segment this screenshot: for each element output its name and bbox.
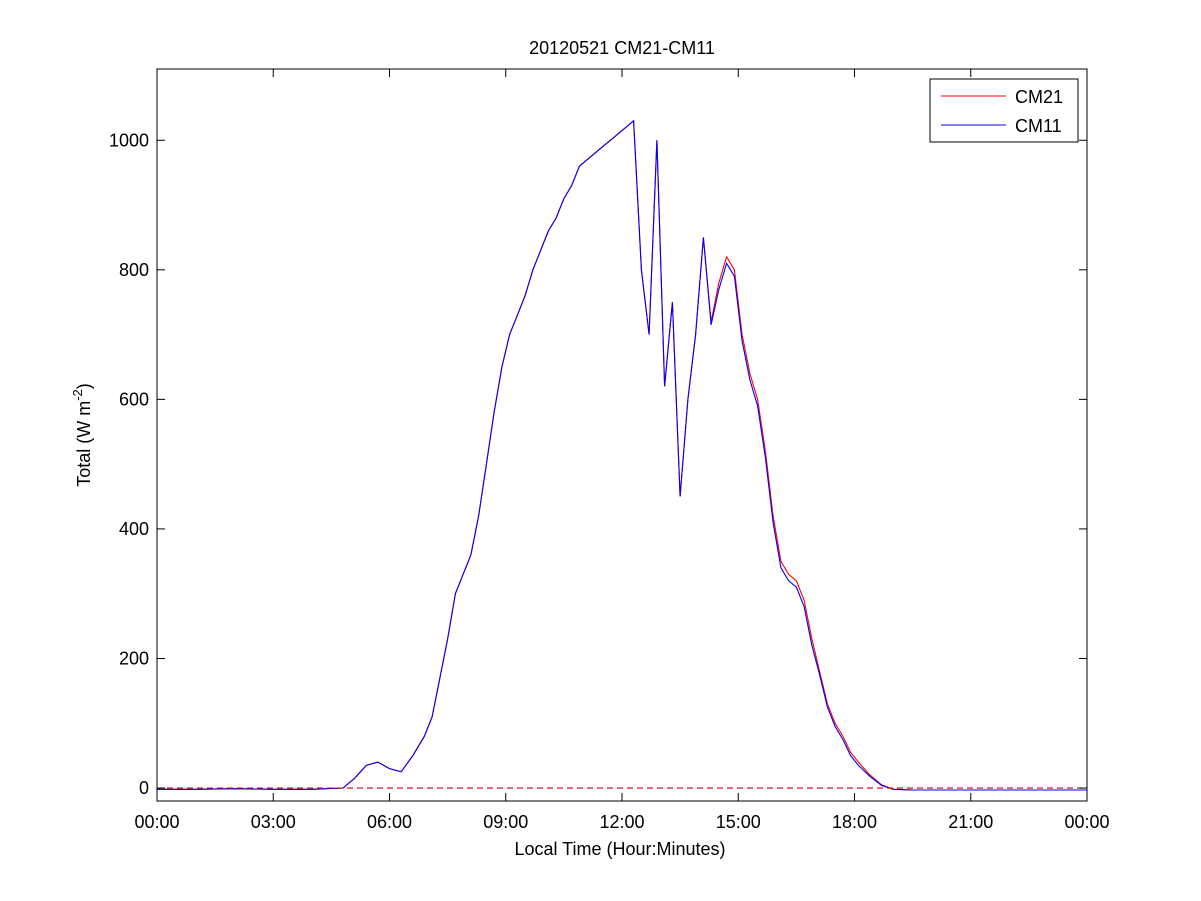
legend-label-cm11: CM11 [1015, 116, 1062, 136]
series-layer [157, 119, 1087, 791]
y-axis-label-close: ) [74, 383, 94, 389]
x-tick-label: 03:00 [251, 812, 296, 832]
y-tick-label: 1000 [109, 130, 149, 150]
x-tick-label: 06:00 [367, 812, 412, 832]
x-tick-label: 00:00 [1064, 812, 1109, 832]
y-axis-label-superscript: -2 [70, 389, 85, 401]
legend-label-cm21: CM21 [1015, 87, 1063, 107]
y-tick-label: 800 [119, 260, 149, 280]
x-tick-label: 09:00 [483, 812, 528, 832]
y-tick-label: 0 [139, 778, 149, 798]
x-tick-label: 15:00 [716, 812, 761, 832]
x-tick-label: 18:00 [832, 812, 877, 832]
x-tick-label: 00:00 [134, 812, 179, 832]
y-axis-label: Total (W m-2) [70, 383, 94, 487]
y-tick-label: 200 [119, 648, 149, 668]
y-tick-label: 600 [119, 389, 149, 409]
chart-title: 20120521 CM21-CM11 [529, 38, 715, 58]
legend-box [929, 78, 1079, 143]
plot-area: 00:00 03:00 06:00 09:00 12:00 15:00 18:00 21:00… [109, 68, 1110, 832]
x-tick-label: 12:00 [599, 812, 644, 832]
x-axis-label: Local Time (Hour:Minutes) [514, 839, 725, 859]
x-axis-ticks: 00:00 03:00 06:00 09:00 12:00 15:00 18:00 21:00… [134, 69, 1110, 832]
series-line-cm11 [157, 119, 1087, 791]
y-axis-ticks: 0 200 400 600 800 1000 [109, 130, 1087, 798]
legend: CM21 CM11 [929, 78, 1079, 143]
y-tick-label: 400 [119, 519, 149, 539]
x-tick-label: 21:00 [948, 812, 993, 832]
y-axis-label-main: Total (W m [74, 401, 94, 487]
